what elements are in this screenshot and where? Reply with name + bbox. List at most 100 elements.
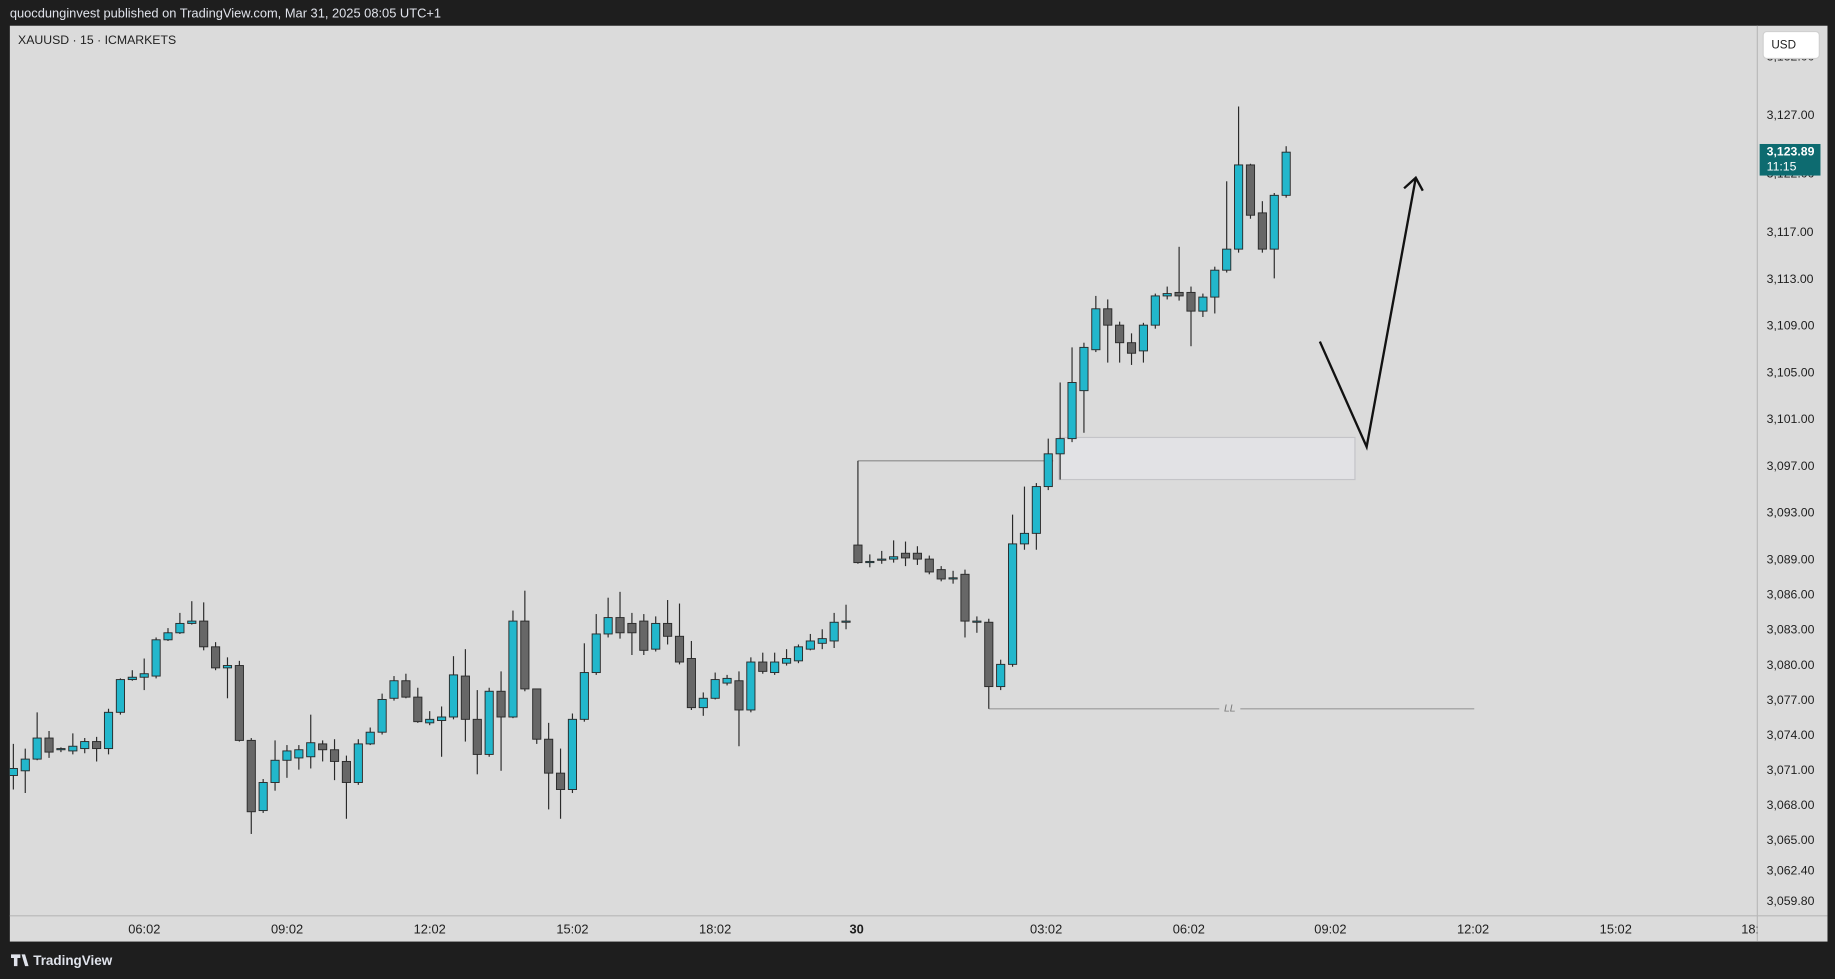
candle-body bbox=[32, 737, 42, 760]
candle-body bbox=[770, 661, 780, 674]
x-tick-label: 18:02 bbox=[1741, 921, 1773, 936]
candle-body bbox=[234, 665, 244, 741]
y-tick-label: 3,071.00 bbox=[1767, 763, 1815, 777]
candles bbox=[9, 106, 1291, 834]
candle-body bbox=[936, 569, 946, 580]
x-tick-label: 18:02 bbox=[699, 921, 731, 936]
candle-body bbox=[829, 621, 839, 642]
candle-body bbox=[948, 577, 958, 580]
candle-body bbox=[651, 622, 661, 650]
currency-label[interactable]: USD bbox=[1771, 39, 1796, 52]
time-axis: 06:02 09:02 12:02 15:02 18:02 30 03:02 06:02 09:… bbox=[128, 921, 1773, 936]
x-tick-label: 09:02 bbox=[1314, 921, 1346, 936]
y-tick-label: 3,062.40 bbox=[1767, 864, 1815, 878]
price-tag: 3,123.89 11:15 bbox=[1759, 143, 1821, 176]
candle-body bbox=[20, 758, 30, 772]
candle-body bbox=[1174, 291, 1184, 297]
candle-body bbox=[389, 680, 399, 699]
chart-background bbox=[9, 25, 1828, 942]
candle-body bbox=[853, 544, 863, 564]
candle-body bbox=[1043, 453, 1053, 488]
price-tag-countdown: 11:15 bbox=[1767, 160, 1797, 174]
candle-body bbox=[1222, 248, 1232, 271]
candle-body bbox=[175, 622, 185, 634]
y-tick-label: 3,077.00 bbox=[1767, 693, 1815, 707]
candle-body bbox=[448, 674, 459, 718]
candle-body bbox=[377, 698, 387, 733]
drawings: LL bbox=[857, 175, 1475, 715]
price-tag-box bbox=[1759, 143, 1821, 176]
x-tick-label: 12:02 bbox=[414, 921, 446, 936]
y-tick-label: 3,059.80 bbox=[1767, 894, 1815, 908]
price-axis: 3,132.003,127.003,122.003,117.003,113.00… bbox=[1767, 50, 1815, 908]
candle-body bbox=[1269, 194, 1279, 250]
candle-body bbox=[960, 573, 970, 622]
candle-body bbox=[710, 679, 720, 699]
candle-body bbox=[341, 760, 351, 783]
candle-body bbox=[627, 622, 637, 634]
candle-body bbox=[1198, 296, 1208, 312]
candle-body bbox=[103, 711, 114, 750]
candle-body bbox=[1008, 543, 1018, 665]
candle-body bbox=[246, 739, 256, 813]
candle-body bbox=[591, 633, 601, 674]
y-tick-label: 3,127.00 bbox=[1767, 108, 1815, 122]
y-tick-label: 3,093.00 bbox=[1767, 506, 1815, 520]
symbol-title: XAUUSD · 15 · ICMARKETS bbox=[18, 33, 176, 47]
y-tick-label: 3,113.00 bbox=[1767, 272, 1814, 286]
candle-body bbox=[44, 737, 54, 753]
candle-body bbox=[329, 749, 340, 762]
y-tick-label: 3,086.00 bbox=[1767, 588, 1815, 602]
y-tick-label: 3,074.00 bbox=[1767, 728, 1815, 742]
currency-button[interactable] bbox=[1762, 30, 1820, 60]
candle-body bbox=[365, 731, 375, 745]
candle-body bbox=[567, 718, 578, 790]
logo-mark bbox=[11, 954, 29, 967]
candle-body bbox=[508, 620, 518, 718]
candle-body bbox=[1103, 308, 1113, 326]
candle-body bbox=[1091, 308, 1101, 351]
candle-body bbox=[674, 635, 685, 663]
candle-body bbox=[139, 673, 149, 678]
candle-body bbox=[127, 676, 137, 681]
candle-body bbox=[663, 622, 673, 637]
candle-body bbox=[579, 672, 589, 720]
candle-body bbox=[151, 639, 161, 677]
candle-body bbox=[722, 677, 732, 684]
candle-body bbox=[211, 646, 221, 669]
ll-label: LL bbox=[1224, 703, 1236, 715]
candle-body bbox=[900, 552, 911, 559]
arrow-head bbox=[1403, 175, 1424, 192]
y-tick-label: 3,101.00 bbox=[1767, 412, 1815, 426]
footer-brand: TradingView bbox=[33, 953, 112, 968]
candle-body bbox=[544, 738, 554, 774]
x-tick-label: 15:02 bbox=[556, 921, 588, 936]
candle-body bbox=[734, 680, 744, 711]
candle-body bbox=[1067, 382, 1077, 440]
x-tick-label: 06:02 bbox=[1173, 921, 1205, 936]
candle-body bbox=[353, 743, 363, 783]
candle-body bbox=[1055, 438, 1065, 455]
y-tick-label: 3,109.00 bbox=[1767, 319, 1815, 333]
candle-body bbox=[1138, 324, 1148, 352]
candle-body bbox=[199, 620, 209, 648]
candle-body bbox=[460, 675, 470, 720]
candle-body bbox=[1126, 342, 1137, 354]
candle-body bbox=[425, 718, 435, 724]
candle-body bbox=[282, 750, 292, 761]
candle-body bbox=[746, 661, 756, 711]
candle-body bbox=[639, 620, 649, 651]
candle-body bbox=[401, 680, 411, 698]
footer-logo: TradingView bbox=[11, 953, 113, 968]
candle-body bbox=[1150, 295, 1160, 326]
candle-body bbox=[686, 658, 696, 709]
y-tick-label: 3,080.00 bbox=[1767, 658, 1815, 672]
price-tag-value: 3,123.89 bbox=[1767, 144, 1815, 158]
candle-body bbox=[92, 741, 102, 750]
candle-body bbox=[115, 679, 125, 713]
y-tick-label: 3,105.00 bbox=[1767, 365, 1815, 379]
x-tick-label: 12:02 bbox=[1457, 921, 1489, 936]
candle-body bbox=[258, 782, 268, 812]
